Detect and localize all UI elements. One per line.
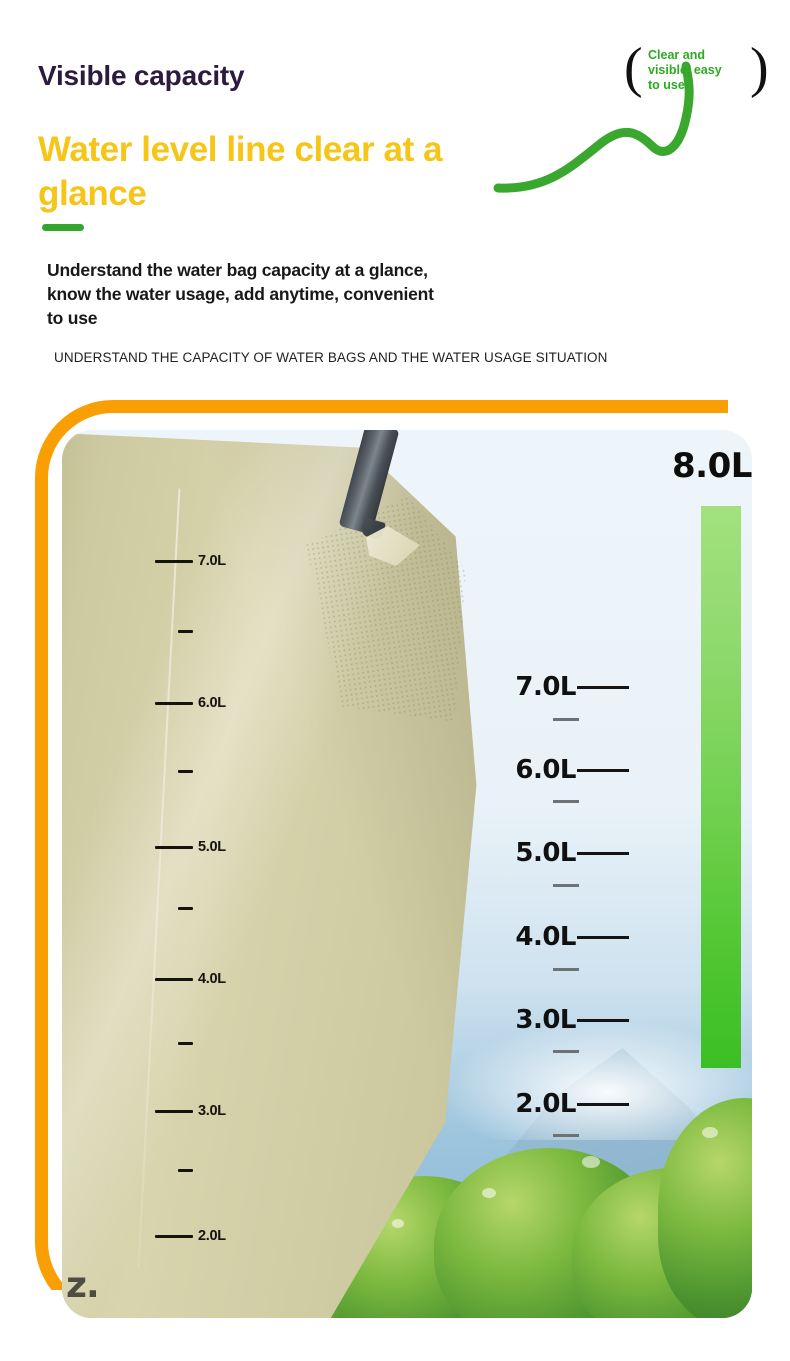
- bag-scale-row: 6.0L: [155, 695, 226, 711]
- green-squiggle-icon: [493, 61, 694, 193]
- bag-scale-tick: [178, 1042, 193, 1045]
- capacity-scale-tick: [553, 1134, 579, 1137]
- tree-highlight: [582, 1156, 600, 1168]
- capacity-scale-tick: [577, 768, 629, 772]
- bag-scale-tick: [155, 1109, 193, 1113]
- tree-highlight: [392, 1219, 404, 1228]
- bag-scale-tick: [155, 845, 193, 849]
- bag-printed-scale: 7.0L 6.0L 5.0L 4.0L 3.0L 2.0L: [62, 430, 752, 1318]
- bag-scale-row: [155, 1042, 193, 1045]
- feature-badge-text: Clear and visible, easy to use: [648, 48, 722, 92]
- tree-highlight: [482, 1188, 496, 1198]
- capacity-scale-row: [492, 1134, 579, 1137]
- bag-scale-row: 3.0L: [155, 1103, 226, 1119]
- bag-scale-label: 7.0L: [198, 553, 226, 569]
- capacity-scale-row: 7.0L: [492, 672, 629, 702]
- bag-scale-row: [155, 1169, 193, 1172]
- page-subcaption: UNDERSTAND THE CAPACITY OF WATER BAGS AN…: [54, 350, 608, 365]
- capacity-scale-tick: [553, 884, 579, 887]
- product-photo-card: z. 7.0L 6.0L 5.0L 4.0L 3.0L 2.0L 8.0L 7.0L 6.0…: [0, 392, 790, 1330]
- capacity-scale-row: 5.0L: [492, 838, 629, 868]
- capacity-scale-row: 4.0L: [492, 922, 629, 952]
- capacity-scale-label: 3.0L: [515, 1005, 576, 1035]
- capacity-scale-label: 4.0L: [515, 922, 576, 952]
- bag-scale-tick: [178, 1169, 193, 1172]
- capacity-scale-row: 6.0L: [492, 755, 629, 785]
- page-description: Understand the water bag capacity at a g…: [47, 260, 434, 328]
- capacity-scale-tick: [577, 685, 629, 689]
- water-bag-body: [62, 430, 477, 1318]
- capacity-total-label: 8.0L: [672, 446, 752, 486]
- capacity-scale-tick: [553, 1050, 579, 1053]
- capacity-scale-label: 2.0L: [515, 1089, 576, 1119]
- capacity-scale-tick: [553, 718, 579, 721]
- capacity-scale-label: 7.0L: [515, 672, 576, 702]
- bag-scale-tick: [155, 559, 193, 563]
- bag-scale-tick: [155, 701, 193, 705]
- capacity-scale-row: 3.0L: [492, 1005, 629, 1035]
- bag-scale-label: 3.0L: [198, 1103, 226, 1119]
- capacity-scale-tick: [577, 1102, 629, 1106]
- capacity-scale-label: 5.0L: [515, 838, 576, 868]
- capacity-scale-row: [492, 884, 579, 887]
- bag-scale-label: 5.0L: [198, 839, 226, 855]
- capacity-measuring-scale: 8.0L 7.0L 6.0L 5.0L 4.0L 3.0L 2.0L: [492, 430, 752, 1318]
- tree-highlight: [702, 1127, 718, 1138]
- capacity-level-bar: [701, 506, 741, 1068]
- bag-scale-label: 2.0L: [198, 1228, 226, 1244]
- capacity-scale-row: [492, 800, 579, 803]
- bag-scale-row: 7.0L: [155, 553, 226, 569]
- bag-scale-tick: [178, 770, 193, 773]
- bag-scale-tick: [178, 630, 193, 633]
- capacity-scale-label: 6.0L: [515, 755, 576, 785]
- capacity-scale-row: 2.0L: [492, 1089, 629, 1119]
- bag-scale-tick: [155, 1234, 193, 1238]
- bag-scale-row: [155, 907, 193, 910]
- bag-scale-tick: [155, 977, 193, 981]
- bag-scale-row: 5.0L: [155, 839, 226, 855]
- product-photograph: z. 7.0L 6.0L 5.0L 4.0L 3.0L 2.0L 8.0L 7.0L 6.0…: [62, 430, 752, 1318]
- page-title: Water level line clear at a glance: [38, 130, 443, 213]
- bag-scale-row: 2.0L: [155, 1228, 226, 1244]
- title-underline-accent: [42, 224, 84, 231]
- bag-scale-row: [155, 770, 193, 773]
- bag-scale-row: 4.0L: [155, 971, 226, 987]
- badge-paren-left: (: [624, 37, 643, 99]
- bag-scale-tick: [178, 907, 193, 910]
- capacity-scale-tick: [577, 851, 629, 855]
- capacity-scale-row: [492, 718, 579, 721]
- badge-paren-right: ): [750, 37, 769, 99]
- capacity-scale-row: [492, 968, 579, 971]
- bag-scale-row: [155, 630, 193, 633]
- capacity-scale-tick: [553, 800, 579, 803]
- capacity-scale-tick: [577, 935, 629, 939]
- capacity-scale-tick: [577, 1018, 629, 1022]
- water-bag-sheen: [62, 430, 477, 1318]
- photo-watermark: z.: [66, 1265, 100, 1306]
- capacity-scale-row: [492, 1050, 579, 1053]
- bag-scale-label: 4.0L: [198, 971, 226, 987]
- capacity-scale-tick: [553, 968, 579, 971]
- page-eyebrow: Visible capacity: [38, 60, 245, 91]
- bag-scale-label: 6.0L: [198, 695, 226, 711]
